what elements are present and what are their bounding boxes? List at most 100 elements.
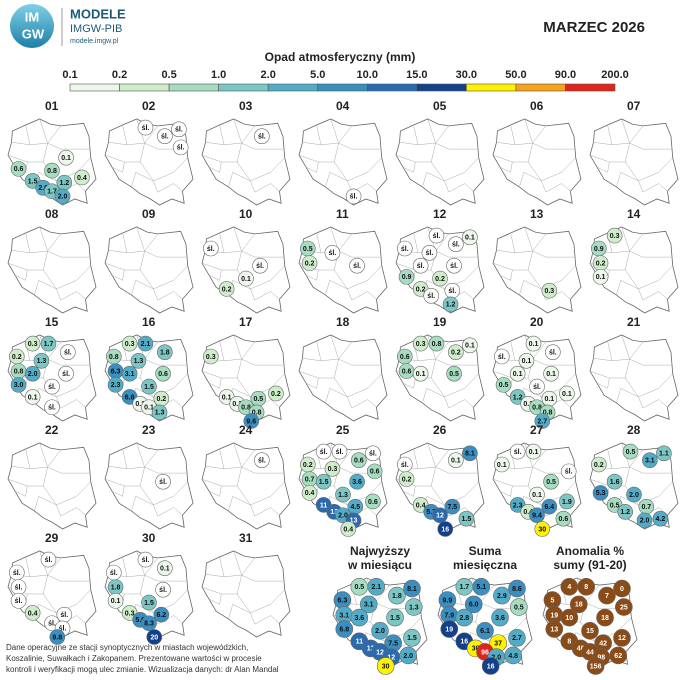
- region-border: [29, 466, 89, 474]
- station-value: 1.8: [392, 593, 402, 600]
- station-value: 8.1: [465, 451, 475, 458]
- day-label: 14: [627, 207, 641, 221]
- station-marker: [254, 128, 270, 144]
- station-value: 0.2: [222, 286, 232, 293]
- station-marker: [481, 657, 500, 675]
- station-value: 2.0: [640, 518, 650, 525]
- station-value: śl.: [142, 557, 150, 564]
- region-border: [624, 265, 673, 290]
- footnote-line: Koszalinie, Suwałkach i Zakopanem. Preze…: [6, 654, 262, 663]
- station-value: 0.8: [109, 354, 119, 361]
- region-border: [29, 250, 89, 258]
- station-value: śl.: [401, 246, 409, 253]
- title: MARZEC 2026: [543, 19, 645, 36]
- region-border: [208, 269, 222, 281]
- station-value: 4.8: [508, 653, 518, 660]
- station-value: 12: [436, 513, 444, 520]
- station-value: 7: [605, 593, 609, 600]
- day-label: 28: [627, 423, 641, 437]
- station-marker: [388, 586, 406, 605]
- legend-tick: 0.5: [161, 69, 176, 81]
- legend-swatch: [267, 83, 319, 92]
- region-border: [7, 251, 48, 271]
- station-value: 2.0: [338, 513, 348, 520]
- map-panel: śl.: [104, 442, 194, 530]
- station-value: śl.: [258, 134, 266, 141]
- station-marker: [121, 365, 138, 382]
- station-value: 0.6: [400, 354, 410, 361]
- station-marker: [107, 377, 124, 393]
- station-value: 1.5: [144, 384, 154, 391]
- country-outline: [492, 118, 582, 206]
- logo-badge: [10, 4, 54, 48]
- region-border: [333, 265, 382, 290]
- station-marker: [534, 521, 551, 537]
- station-marker: [598, 586, 616, 605]
- station-value: 10: [565, 615, 573, 622]
- legend-tick: 10.0: [357, 69, 378, 81]
- day-label: 09: [142, 207, 156, 221]
- station-value: 0.1: [596, 274, 606, 281]
- station-value: 0.2: [303, 462, 313, 469]
- station-marker: [324, 460, 341, 477]
- station-marker: [613, 579, 631, 598]
- footnote-line: Dane operacyjne ze stacji synoptycznych …: [6, 643, 248, 652]
- legend-tick: 15.0: [406, 69, 427, 81]
- region-border: [131, 495, 154, 512]
- station-value: 3.6: [354, 615, 364, 622]
- station-value: 96: [481, 649, 489, 656]
- station-marker: [398, 471, 415, 487]
- station-marker: [437, 521, 454, 537]
- region-border: [417, 142, 477, 150]
- station-marker: [569, 595, 588, 614]
- station-marker: [586, 657, 605, 675]
- station-value: 1.7: [47, 189, 57, 196]
- region-border: [402, 161, 416, 173]
- station-marker: [508, 579, 526, 598]
- map-panel: [298, 334, 388, 422]
- station-marker: [560, 608, 579, 627]
- region-border: [250, 288, 280, 301]
- station-value: 8: [584, 584, 588, 591]
- legend-swatch: [565, 83, 616, 92]
- region-border: [139, 265, 188, 290]
- region-border: [616, 171, 639, 188]
- station-value: śl.: [64, 350, 72, 357]
- country-outline: [298, 334, 388, 422]
- region-border: [624, 157, 673, 182]
- map-panel: 0.3 1.7 śl. 0.2 1.3 0.8 2.0 śl. 3.0 śl. 0.1 śl.: [7, 334, 97, 422]
- region-border: [14, 485, 28, 497]
- region-border: [541, 180, 571, 193]
- station-value: 0.1: [546, 371, 556, 378]
- station-marker: [301, 485, 318, 501]
- station-value: 1.3: [409, 604, 419, 611]
- region-border: [325, 279, 348, 296]
- station-value: 30: [382, 663, 390, 670]
- region-border: [305, 269, 319, 281]
- region-border: [34, 495, 57, 512]
- legend-swatch: [218, 83, 269, 92]
- station-value: 3.1: [364, 602, 374, 609]
- station-marker: [54, 188, 71, 205]
- station-value: śl.: [175, 127, 183, 134]
- station-value: 0.1: [416, 371, 426, 378]
- station-value: 2.7: [537, 418, 547, 425]
- region-border: [34, 279, 57, 296]
- station-marker: [622, 443, 639, 460]
- region-border: [201, 359, 242, 379]
- station-marker: [141, 594, 157, 611]
- day-label: 03: [239, 99, 253, 113]
- station-value: 2.3: [513, 502, 523, 509]
- station-marker: [476, 621, 494, 640]
- region-border: [616, 279, 639, 296]
- station-value: 1.1: [659, 451, 669, 458]
- region-border: [492, 251, 533, 271]
- logo-text: GW: [22, 26, 45, 41]
- country-outline: [395, 118, 485, 206]
- day-label: 01: [45, 99, 59, 113]
- station-marker: [606, 227, 623, 244]
- map-panel: 0.53.11.10.21.65.3 2.00.51.20.74.22.0: [589, 442, 679, 530]
- summary-title: w miesiącu: [347, 558, 412, 572]
- region-border: [596, 161, 610, 173]
- station-value: śl.: [533, 384, 541, 391]
